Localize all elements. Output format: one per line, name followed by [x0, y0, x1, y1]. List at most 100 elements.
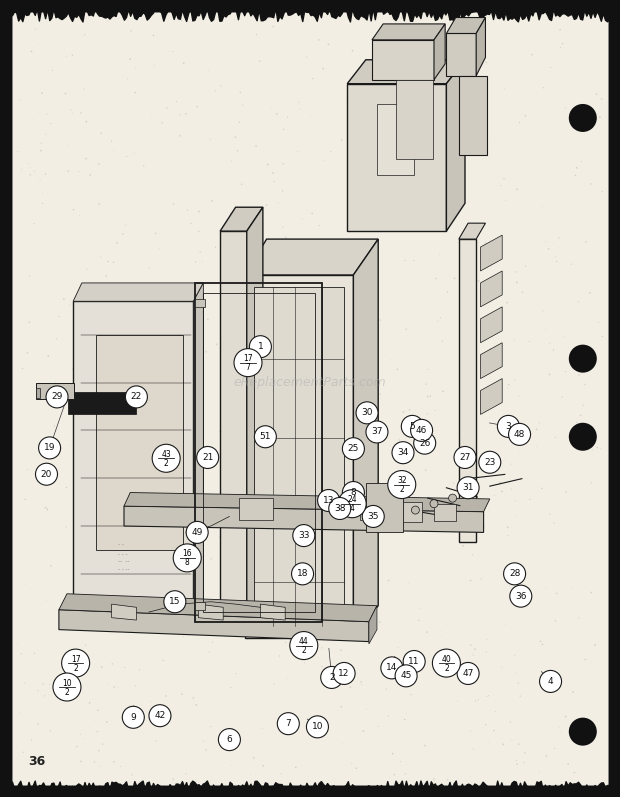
Point	[393, 642, 403, 654]
Point	[94, 439, 104, 452]
Point	[510, 509, 520, 522]
Point	[421, 464, 431, 477]
Point	[497, 485, 507, 498]
Point	[135, 663, 144, 676]
Point	[352, 762, 361, 775]
Point	[25, 168, 35, 181]
Point	[188, 692, 198, 705]
Point	[198, 493, 208, 506]
Point	[207, 194, 217, 207]
Point	[22, 463, 32, 476]
Point	[339, 475, 348, 488]
Point	[482, 351, 492, 363]
Point	[451, 154, 461, 167]
Point	[194, 225, 204, 238]
Point	[556, 175, 565, 187]
Point	[81, 116, 91, 128]
Point	[468, 649, 478, 662]
Point	[589, 730, 599, 743]
Polygon shape	[59, 594, 377, 622]
Polygon shape	[247, 207, 263, 614]
Point	[45, 453, 55, 465]
Point	[597, 185, 607, 198]
Point	[270, 551, 280, 563]
Point	[559, 331, 569, 344]
Point	[74, 165, 84, 178]
Point	[360, 638, 370, 650]
Point	[144, 262, 154, 275]
Point	[536, 635, 546, 648]
Point	[181, 532, 191, 544]
Point	[195, 246, 205, 259]
Point	[442, 618, 452, 630]
Point	[194, 133, 204, 146]
Text: 4: 4	[547, 677, 554, 686]
Point	[301, 344, 311, 356]
Point	[481, 48, 491, 61]
Point	[215, 591, 225, 603]
Point	[531, 440, 541, 453]
Point	[231, 131, 241, 143]
Point	[372, 253, 382, 266]
Point	[186, 561, 196, 574]
Point	[24, 316, 34, 328]
Point	[72, 740, 82, 753]
Point	[175, 108, 185, 121]
Point	[265, 243, 275, 256]
Point	[89, 756, 99, 768]
Text: 30: 30	[361, 408, 373, 418]
Text: 14: 14	[386, 663, 397, 673]
Point	[265, 83, 275, 96]
Point	[489, 489, 499, 501]
Point	[515, 116, 525, 129]
Point	[91, 267, 101, 280]
Polygon shape	[476, 18, 485, 76]
Text: 47: 47	[463, 669, 474, 678]
Circle shape	[403, 650, 425, 673]
Point	[433, 116, 443, 128]
Point	[445, 191, 455, 204]
Point	[430, 404, 440, 417]
Point	[511, 265, 521, 278]
Polygon shape	[193, 283, 203, 620]
Point	[85, 168, 95, 181]
Point	[169, 198, 179, 210]
Point	[263, 158, 273, 171]
Point	[567, 257, 577, 270]
Point	[198, 426, 208, 439]
Circle shape	[35, 463, 58, 485]
Point	[100, 650, 110, 662]
Point	[46, 724, 56, 737]
Point	[94, 158, 104, 171]
Point	[381, 683, 391, 696]
Point	[343, 84, 353, 96]
Point	[78, 194, 87, 207]
Polygon shape	[59, 610, 369, 642]
Point	[288, 568, 298, 581]
Polygon shape	[124, 506, 484, 532]
Point	[549, 516, 559, 529]
Point	[456, 65, 466, 78]
Point	[173, 599, 183, 611]
Point	[156, 284, 166, 296]
Point	[166, 617, 175, 630]
Point	[544, 242, 554, 255]
Point	[592, 442, 602, 454]
Point	[509, 334, 519, 347]
Point	[103, 255, 113, 268]
Point	[110, 367, 120, 380]
Point	[149, 59, 159, 72]
Point	[153, 583, 163, 596]
Point	[392, 140, 402, 153]
Point	[474, 274, 484, 287]
Polygon shape	[124, 493, 490, 512]
Point	[560, 710, 570, 723]
Circle shape	[173, 544, 202, 572]
Point	[308, 384, 317, 397]
Polygon shape	[112, 604, 136, 620]
Point	[467, 441, 477, 453]
Text: 21: 21	[202, 453, 213, 462]
Circle shape	[338, 489, 366, 518]
Point	[473, 666, 483, 679]
Point	[560, 101, 570, 114]
